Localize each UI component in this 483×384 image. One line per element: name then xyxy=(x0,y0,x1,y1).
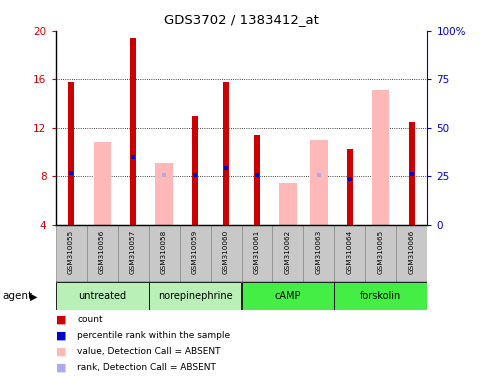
Text: rank, Detection Call = ABSENT: rank, Detection Call = ABSENT xyxy=(77,363,216,372)
Text: value, Detection Call = ABSENT: value, Detection Call = ABSENT xyxy=(77,347,221,356)
Text: GSM310060: GSM310060 xyxy=(223,230,229,274)
Bar xyxy=(366,225,397,282)
Text: GSM310057: GSM310057 xyxy=(130,230,136,274)
Text: GSM310056: GSM310056 xyxy=(99,230,105,274)
Bar xyxy=(130,38,136,225)
Text: GSM310065: GSM310065 xyxy=(378,230,384,274)
Text: GSM310061: GSM310061 xyxy=(254,230,260,274)
Bar xyxy=(242,282,334,310)
Bar xyxy=(347,149,353,225)
Bar xyxy=(372,90,389,225)
Text: GSM310062: GSM310062 xyxy=(285,230,291,274)
Bar xyxy=(254,135,260,225)
Bar xyxy=(211,225,242,282)
Text: untreated: untreated xyxy=(78,291,126,301)
Bar xyxy=(223,82,229,225)
Bar xyxy=(149,225,180,282)
Bar xyxy=(303,225,334,282)
Text: GSM310058: GSM310058 xyxy=(161,230,167,274)
Text: cAMP: cAMP xyxy=(275,291,301,301)
Bar xyxy=(311,140,327,225)
Text: GSM310055: GSM310055 xyxy=(68,230,74,274)
Bar xyxy=(397,225,427,282)
Bar xyxy=(242,225,272,282)
Text: GSM310059: GSM310059 xyxy=(192,230,198,274)
Bar xyxy=(56,225,86,282)
Bar xyxy=(68,82,74,225)
Bar xyxy=(149,282,242,310)
Bar xyxy=(117,225,149,282)
Text: norepinephrine: norepinephrine xyxy=(157,291,232,301)
Bar xyxy=(192,116,198,225)
Text: ■: ■ xyxy=(56,347,66,357)
Text: count: count xyxy=(77,315,103,324)
Text: ■: ■ xyxy=(56,331,66,341)
Bar xyxy=(280,184,297,225)
Bar xyxy=(334,225,366,282)
Text: percentile rank within the sample: percentile rank within the sample xyxy=(77,331,230,340)
Bar xyxy=(334,282,427,310)
Text: ■: ■ xyxy=(56,363,66,373)
Text: GSM310066: GSM310066 xyxy=(409,230,415,274)
Text: GSM310064: GSM310064 xyxy=(347,230,353,274)
Text: ▶: ▶ xyxy=(30,291,38,301)
Bar xyxy=(86,225,117,282)
Bar xyxy=(272,225,303,282)
Bar xyxy=(94,142,111,225)
Text: forskolin: forskolin xyxy=(360,291,401,301)
Text: GSM310063: GSM310063 xyxy=(316,230,322,274)
Bar xyxy=(156,163,172,225)
Text: ■: ■ xyxy=(56,314,66,324)
Bar xyxy=(409,122,415,225)
Text: GDS3702 / 1383412_at: GDS3702 / 1383412_at xyxy=(164,13,319,26)
Bar xyxy=(56,282,149,310)
Bar xyxy=(180,225,211,282)
Text: agent: agent xyxy=(2,291,32,301)
